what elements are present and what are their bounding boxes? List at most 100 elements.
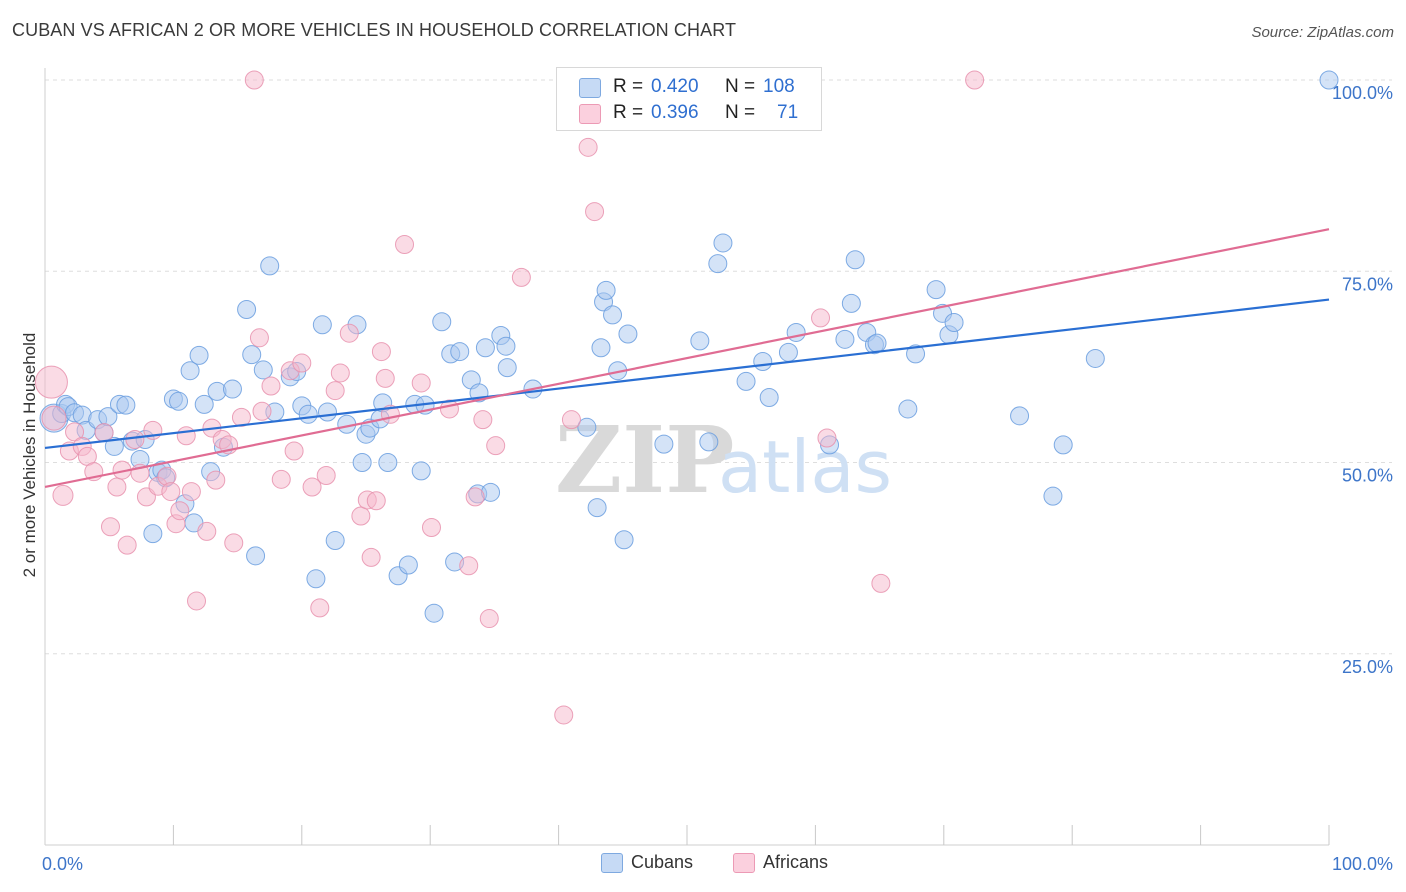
legend-n-label: N = [725, 102, 756, 123]
tick-labels: 25.0% 50.0% 75.0% 100.0% 0.0% 100.0% [42, 83, 1393, 874]
cubans-point [906, 344, 926, 364]
x-tick-label-max: 100.0% [1332, 854, 1393, 874]
africans-point [310, 598, 330, 618]
cubans-point [1053, 435, 1073, 455]
watermark: ZIP atlas [555, 406, 892, 514]
cubans-point [450, 342, 470, 362]
africans-point [125, 430, 145, 450]
cubans-point [424, 603, 444, 623]
cubans-point [497, 358, 517, 378]
africans-point [965, 70, 985, 90]
legend-n-value: 108 [763, 76, 795, 97]
africans-point [411, 373, 431, 393]
cubans-point [246, 546, 266, 566]
africans-trend-line [44, 228, 1330, 489]
cubans-point [603, 305, 623, 325]
cubans-point [786, 322, 806, 342]
legend-r-value: 0.396 [651, 102, 699, 123]
legend-swatch-africans [579, 104, 601, 124]
africans-point [206, 470, 226, 490]
cubans-point [618, 324, 638, 344]
cubans-point [298, 404, 318, 424]
cubans-point [577, 417, 597, 437]
africans-point [325, 381, 345, 401]
cubans-point [591, 338, 611, 358]
axes [44, 68, 1330, 846]
cubans-point [587, 498, 607, 518]
cubans-point [398, 555, 418, 575]
x-tick-label-min: 0.0% [42, 854, 83, 874]
africans-point [511, 267, 531, 287]
cubans-point [841, 293, 861, 313]
chart-title: CUBAN VS AFRICAN 2 OR MORE VEHICLES IN H… [12, 20, 737, 40]
africans-point [41, 405, 67, 431]
africans-point [486, 436, 506, 456]
africans-point [181, 482, 201, 502]
cubans-point [325, 531, 345, 551]
africans-point [371, 342, 391, 362]
cubans-point [898, 399, 918, 419]
cubans-point [104, 436, 124, 456]
correlation-legend: R = 0.420 N = 108 R = 0.396 N = 71 [556, 67, 822, 131]
cubans-point [411, 461, 431, 481]
africans-point [479, 609, 499, 629]
cubans-point [699, 432, 719, 452]
cubans-point [378, 453, 398, 472]
cubans-point [778, 342, 798, 362]
cubans-point [708, 254, 728, 274]
cubans-point [260, 256, 280, 276]
africans-point [34, 365, 68, 399]
y-tick-label: 25.0% [1342, 657, 1393, 677]
cubans-point [654, 434, 674, 454]
africans-point [817, 428, 837, 448]
africans-point [871, 573, 891, 593]
africans-point [187, 591, 207, 611]
africans-point [465, 487, 485, 507]
cubans-point [736, 371, 756, 391]
africans-point [811, 308, 831, 328]
cubans-point [759, 387, 779, 407]
africans-point [421, 518, 441, 538]
cubans-point [180, 361, 200, 381]
africans-points [34, 70, 985, 725]
cubans-point [242, 345, 262, 365]
africans-point [117, 535, 137, 555]
africans-point [249, 328, 269, 348]
y-tick-label: 50.0% [1342, 466, 1393, 486]
africans-point [330, 363, 350, 383]
cubans-point [189, 345, 209, 365]
africans-point [561, 410, 581, 430]
africans-point [244, 70, 264, 90]
africans-point [339, 323, 359, 343]
africans-point [271, 469, 291, 489]
africans-point [361, 547, 381, 567]
africans-point [252, 401, 272, 421]
cubans-point [1319, 70, 1339, 90]
africans-point [578, 137, 598, 157]
africans-point [302, 477, 322, 497]
africans-point [395, 234, 415, 254]
y-tick-label: 100.0% [1332, 83, 1393, 103]
cubans-point [867, 333, 887, 353]
africans-point [366, 491, 386, 511]
cubans-point [944, 313, 964, 333]
cubans-point [1085, 348, 1105, 368]
legend-n-value: 71 [777, 102, 799, 123]
legend-swatch-cubans [579, 78, 601, 98]
cubans-point [222, 379, 242, 399]
legend-n-label: N = [725, 76, 756, 97]
africans-point [197, 521, 217, 541]
africans-point [585, 202, 605, 222]
cubans-point [713, 233, 733, 253]
cubans-point [496, 336, 516, 356]
africans-point [316, 466, 336, 486]
cubans-point [1010, 406, 1030, 426]
cubans-point [116, 395, 136, 415]
legend-r-label: R = [613, 102, 644, 123]
cubans-point [753, 352, 773, 372]
cubans-point [926, 280, 946, 300]
cubans-trend-line [44, 298, 1330, 450]
grid-lines [45, 79, 1392, 655]
africans-point [292, 353, 312, 373]
